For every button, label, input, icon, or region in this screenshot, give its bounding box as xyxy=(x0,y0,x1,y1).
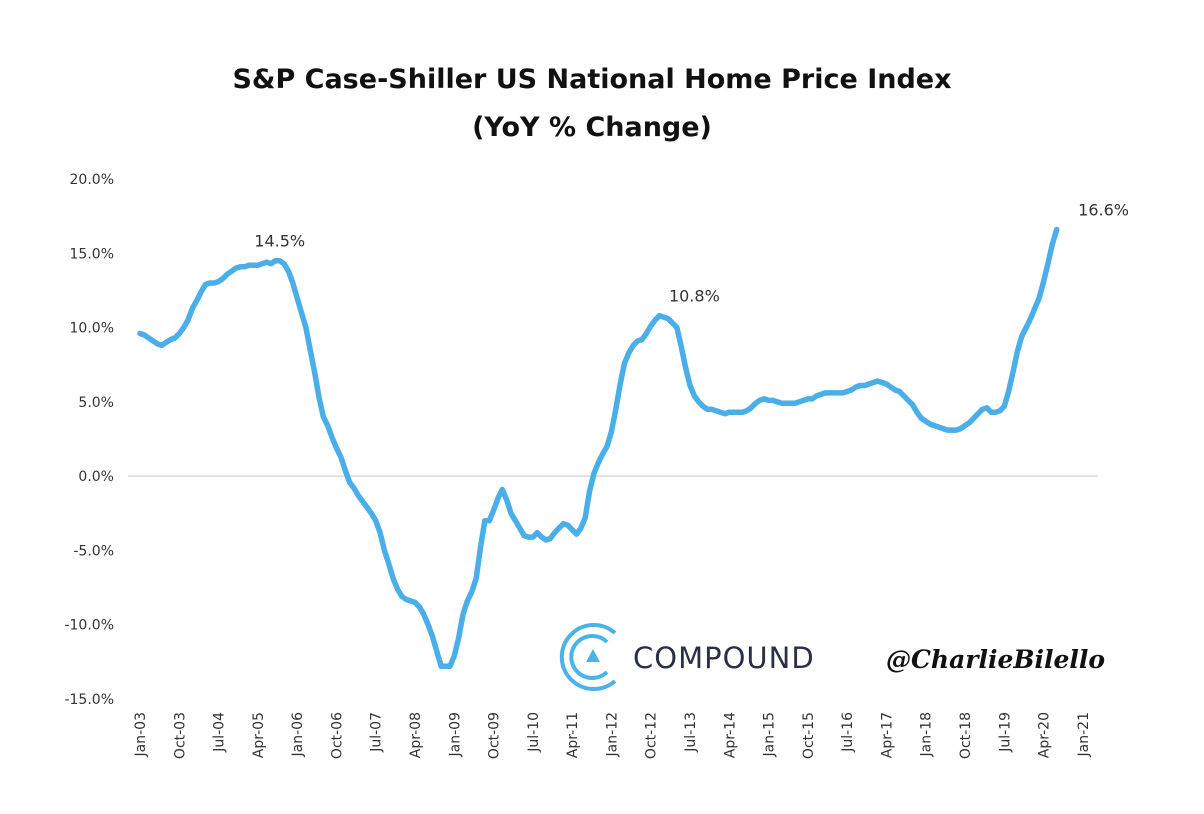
series-line-yoy-change xyxy=(137,226,1060,670)
x-tick-label: Jul-19 xyxy=(997,712,1013,753)
x-tick-label: Jul-16 xyxy=(840,712,856,753)
y-tick-label: 15.0% xyxy=(70,246,114,262)
x-tick-label: Jul-04 xyxy=(212,712,228,753)
y-tick-label: 0.0% xyxy=(78,469,114,485)
x-tick-label: Jan-15 xyxy=(762,712,778,757)
x-tick-label: Jan-18 xyxy=(919,712,935,757)
x-tick-label: Apr-14 xyxy=(722,712,738,758)
y-axis: 20.0% 15.0% 10.0% 5.0% 0.0% -5.0% -10.0% -15.0% xyxy=(64,172,114,708)
author-handle: @CharlieBilello xyxy=(886,645,1105,674)
data-label-annotation: 16.6% xyxy=(1078,201,1129,220)
x-tick-label: Oct-12 xyxy=(644,712,660,759)
x-tick-label: Oct-15 xyxy=(801,712,817,759)
data-label-annotation: 14.5% xyxy=(254,232,305,251)
chart-title: S&P Case-Shiller US National Home Price … xyxy=(232,64,951,95)
branding-watermark: COMPOUND @CharlieBilello xyxy=(559,623,1105,691)
x-axis: Jan-03 Oct-03 Jul-04 Apr-05 Jan-06 Oct-06 Jul-… xyxy=(133,712,1092,759)
x-tick-label: Jan-03 xyxy=(133,712,149,757)
x-tick-label: Jul-13 xyxy=(683,712,699,753)
x-tick-label: Jul-07 xyxy=(369,712,385,753)
compound-logo-text: COMPOUND xyxy=(633,641,815,675)
x-tick-label: Jan-21 xyxy=(1076,712,1092,757)
chart-subtitle: (YoY % Change) xyxy=(472,112,712,143)
y-tick-label: -5.0% xyxy=(73,543,114,559)
x-tick-label: Oct-18 xyxy=(958,712,974,759)
y-tick-label: 20.0% xyxy=(70,172,114,188)
x-tick-label: Oct-03 xyxy=(172,712,188,759)
data-label-annotation: 10.8% xyxy=(669,287,720,306)
x-tick-label: Oct-06 xyxy=(329,712,345,759)
y-tick-label: -15.0% xyxy=(64,692,114,708)
x-tick-label: Jul-10 xyxy=(526,712,542,753)
x-tick-label: Apr-05 xyxy=(251,712,267,758)
x-tick-label: Oct-09 xyxy=(487,712,503,759)
x-tick-label: Jan-12 xyxy=(604,712,620,757)
y-tick-label: 5.0% xyxy=(78,395,114,411)
x-tick-label: Jan-09 xyxy=(447,712,463,757)
annotations: 14.5% 10.8% 16.6% xyxy=(254,201,1129,306)
compound-logo-icon xyxy=(559,623,617,691)
y-tick-label: -10.0% xyxy=(64,618,114,634)
y-tick-label: 10.0% xyxy=(70,321,114,337)
x-tick-label: Apr-20 xyxy=(1037,712,1053,758)
x-tick-label: Jan-06 xyxy=(290,712,306,758)
x-tick-label: Apr-11 xyxy=(565,712,581,758)
x-tick-label: Apr-17 xyxy=(879,712,895,758)
x-tick-label: Apr-08 xyxy=(408,712,424,758)
